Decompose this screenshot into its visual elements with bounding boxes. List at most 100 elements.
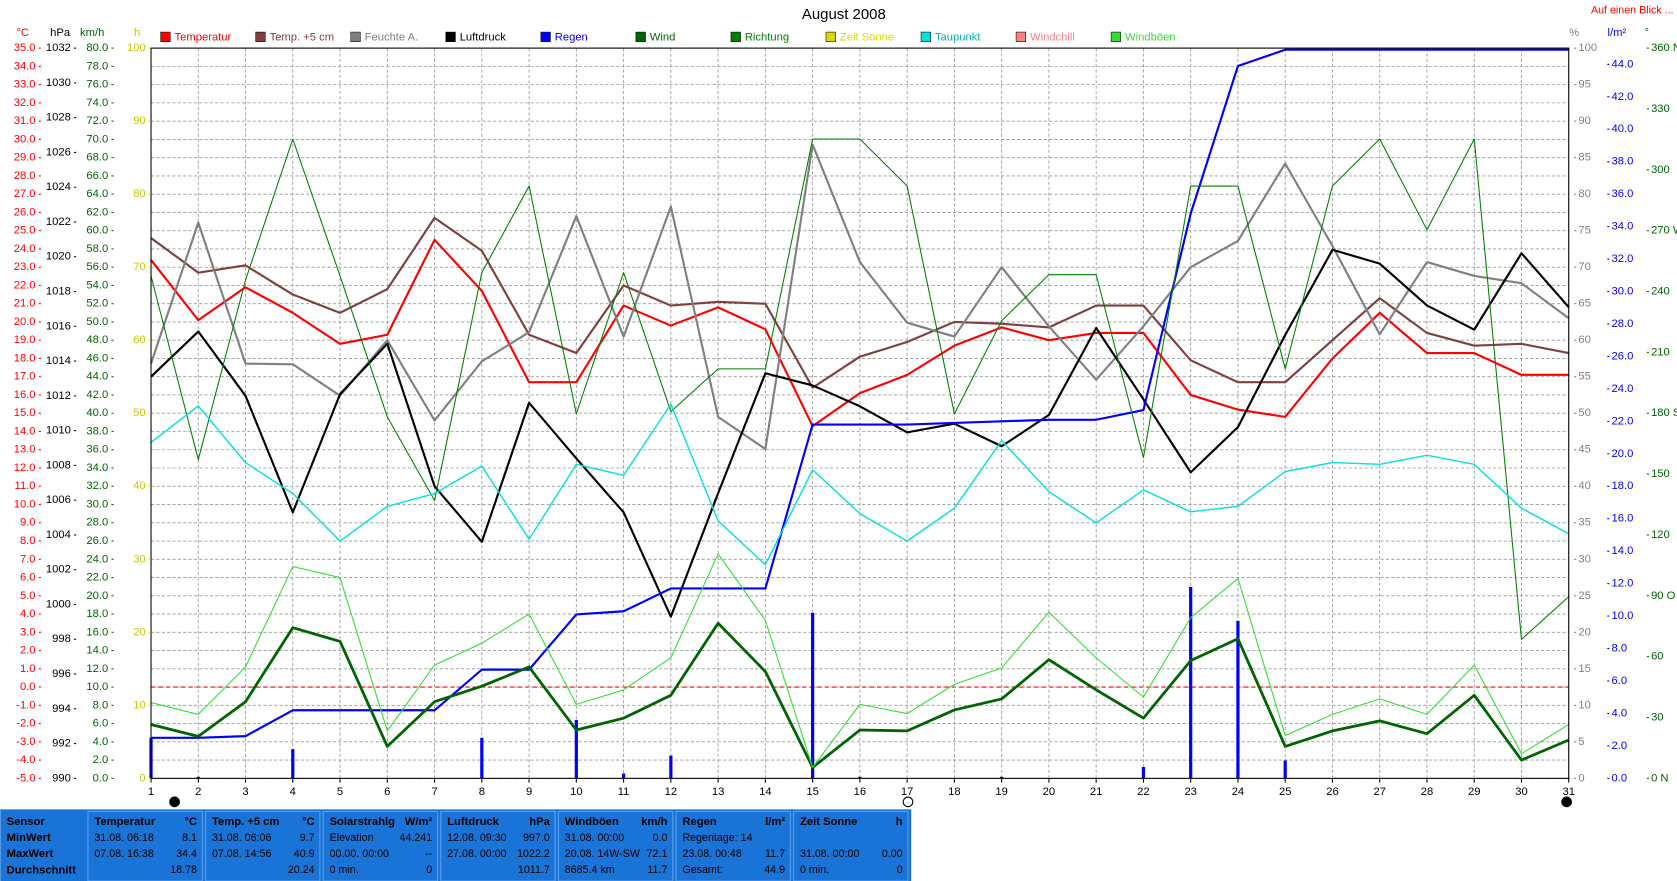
y-tick-label: 26.0 (1612, 350, 1634, 362)
legend-label: Wind (650, 31, 676, 43)
stats-value: 0 (426, 864, 432, 876)
series-line (150, 248, 1570, 618)
y-tick-label: 0.0 (20, 681, 36, 693)
series-line (150, 216, 1569, 389)
y-tick-label: 10.0 (1612, 610, 1634, 622)
moon-icon (902, 796, 914, 808)
stats-value: Gesamt: (682, 864, 722, 876)
y-tick-label: 1012 (46, 390, 71, 402)
y-tick-label: 35.0 (14, 42, 36, 54)
stats-value: 20.08. 14W-SW (565, 848, 641, 860)
stats-header: Zeit Sonne (800, 816, 857, 828)
stats-value: 1022.2 (517, 848, 550, 860)
y-tick-label: 70 (1578, 261, 1590, 273)
y-tick-label: 28.0 (1612, 318, 1634, 330)
y-tick-label: 70 (133, 261, 145, 273)
stats-value: 0 (897, 864, 903, 876)
rain-bar (1000, 776, 1004, 779)
y-tick-label: 45 (1578, 444, 1590, 456)
y-tick-label: 10 (1578, 699, 1590, 711)
rain-bar (291, 749, 295, 779)
axis-unit: h (134, 27, 140, 39)
x-tick-label: 23 (1184, 786, 1196, 798)
y-tick-label: 20 (1578, 626, 1590, 638)
y-tick-label: 80 (1578, 188, 1590, 200)
stats-value: 11.7 (765, 848, 785, 860)
x-tick-label: 11 (618, 786, 630, 798)
y-tick-label: 1000 (46, 598, 71, 610)
y-tick-label: 10.0 (86, 681, 108, 693)
x-tick-label: 26 (1326, 786, 1338, 798)
stats-unit: °C (184, 816, 197, 828)
y-tick-label: 20.0 (1612, 448, 1634, 460)
stats-value: 0 min. (800, 864, 829, 876)
y-tick-label: 240 (1651, 285, 1670, 297)
y-tick-label: 31.0 (14, 115, 36, 127)
y-tick-label: 1026 (46, 146, 71, 158)
y-tick-label: 56.0 (86, 261, 108, 273)
rain-bar (1141, 766, 1146, 779)
y-tick-label: 30 (1651, 711, 1663, 723)
y-tick-label: 22.0 (1612, 415, 1634, 427)
rain-bar (1189, 586, 1193, 779)
legend-swatch (255, 31, 266, 42)
stats-unit: h (896, 816, 903, 828)
y-tick-label: -2.0 (16, 718, 35, 730)
y-tick-label: 22.0 (14, 279, 36, 291)
y-tick-label: 10.0 (14, 498, 36, 510)
stats-table: Sensor MinWert MaxWert Durchschnitt Temperat… (7, 810, 909, 881)
y-tick-label: 55 (1578, 371, 1590, 383)
y-tick-label: 28.0 (14, 170, 36, 182)
y-tick-label: 150 (1651, 468, 1670, 480)
x-tick-label: 24 (1232, 786, 1244, 798)
y-tick-label: 0.0 (93, 772, 109, 784)
x-tick-label: 25 (1279, 786, 1291, 798)
axis-unit: ° (1645, 27, 1650, 39)
y-tick-label: 1018 (46, 285, 71, 297)
y-tick-label: 40 (1578, 480, 1590, 492)
stats-header: Windböen (565, 816, 619, 828)
y-tick-label: 14.0 (86, 645, 108, 657)
y-tick-label: 33.0 (14, 79, 36, 91)
stats-header: Regen (682, 816, 716, 828)
y-tick-label: 19.0 (14, 334, 36, 346)
y-tick-label: 10 (133, 699, 145, 711)
y-tick-label: 4.0 (1612, 707, 1628, 719)
y-tick-label: 998 (52, 633, 71, 645)
y-tick-label: 30.0 (86, 498, 108, 510)
legend-label: Richtung (745, 31, 789, 43)
link[interactable]: Auf einen Blick ... (1591, 5, 1674, 17)
y-tick-label: 11.0 (15, 480, 36, 492)
legend-swatch (1110, 31, 1122, 42)
y-tick-label: 50.0 (86, 316, 108, 328)
legend-swatch (730, 31, 741, 42)
legend-swatch (635, 31, 646, 42)
y-tick-label: 16.0 (1612, 513, 1634, 525)
stats-value: Regentage: 14 (682, 832, 752, 844)
stats-value: 00.00. 00:00 (330, 848, 389, 860)
series-line (150, 238, 1569, 428)
x-tick-label: 10 (570, 786, 582, 798)
y-tick-label: -4.0 (16, 754, 35, 766)
legend-label: Taupunkt (935, 31, 981, 43)
y-tick-label: 330 (1651, 103, 1670, 115)
stats-value: 0.0 (653, 832, 668, 844)
rain-bar (811, 612, 815, 779)
x-tick-label: 19 (995, 786, 1007, 798)
y-tick-label: 27.0 (14, 188, 36, 200)
series-line (150, 621, 1570, 769)
y-tick-label: 15 (1578, 663, 1590, 675)
y-tick-label: 16.0 (14, 389, 36, 401)
y-tick-label: 1024 (46, 181, 71, 193)
y-tick-label: 62.0 (86, 206, 108, 218)
axis-unit: °C (16, 27, 29, 39)
stats-unit: W/m² (405, 816, 433, 828)
y-tick-label: 30 (1578, 553, 1590, 565)
y-tick-label: 38.0 (86, 425, 108, 437)
y-tick-label: 36.0 (1612, 188, 1634, 200)
y-tick-label: 2.0 (93, 754, 109, 766)
y-tick-label: 1.0 (20, 663, 36, 675)
y-tick-label: 76.0 (86, 79, 108, 91)
